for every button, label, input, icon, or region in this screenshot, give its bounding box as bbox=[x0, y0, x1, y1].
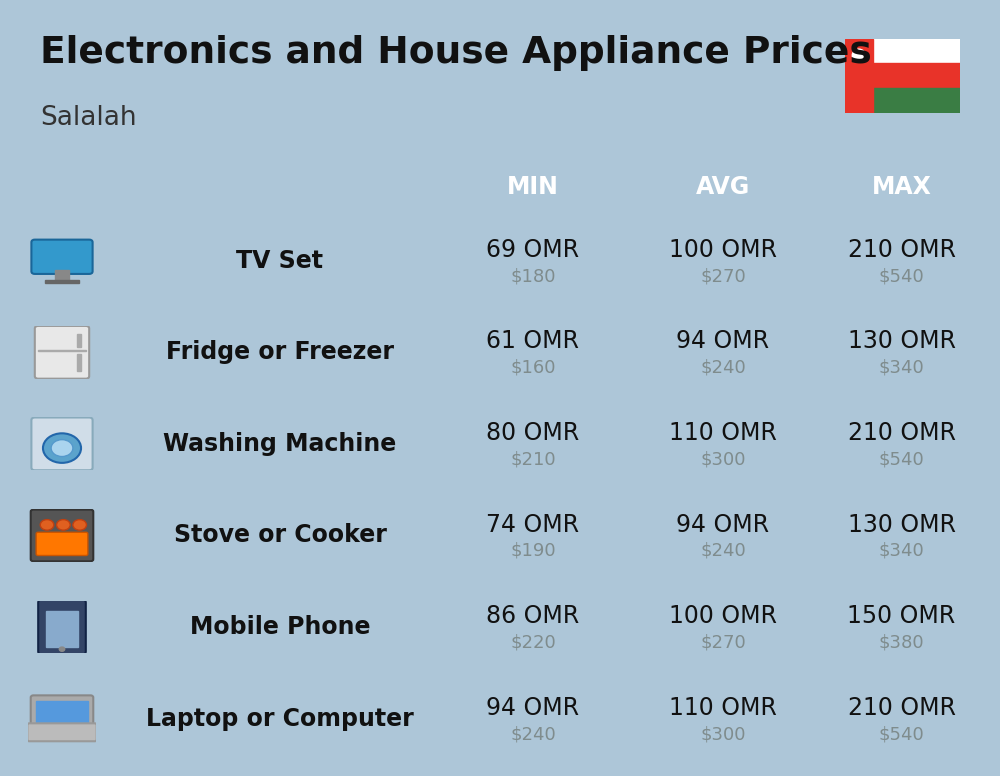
Text: $270: $270 bbox=[700, 633, 746, 652]
Text: $240: $240 bbox=[700, 542, 746, 560]
Bar bbox=[845, 39, 960, 64]
Text: $240: $240 bbox=[700, 359, 746, 377]
Text: $340: $340 bbox=[879, 542, 924, 560]
FancyBboxPatch shape bbox=[35, 326, 89, 379]
Text: $540: $540 bbox=[879, 267, 924, 286]
Text: AVG: AVG bbox=[696, 175, 750, 199]
Text: $210: $210 bbox=[510, 450, 556, 469]
Bar bbox=[845, 88, 960, 113]
Text: $160: $160 bbox=[510, 359, 556, 377]
Text: MIN: MIN bbox=[507, 175, 559, 199]
Text: 110 OMR: 110 OMR bbox=[669, 421, 777, 445]
Text: $300: $300 bbox=[700, 450, 746, 469]
Circle shape bbox=[59, 647, 65, 651]
Text: Mobile Phone: Mobile Phone bbox=[190, 615, 370, 639]
FancyBboxPatch shape bbox=[31, 510, 93, 561]
Bar bbox=[845, 39, 873, 113]
Circle shape bbox=[852, 49, 865, 61]
Text: $190: $190 bbox=[510, 542, 556, 560]
Text: 210 OMR: 210 OMR bbox=[848, 238, 956, 262]
Bar bbox=[55, 270, 69, 282]
Text: 80 OMR: 80 OMR bbox=[486, 421, 580, 445]
Text: 100 OMR: 100 OMR bbox=[669, 605, 777, 628]
Text: 130 OMR: 130 OMR bbox=[848, 330, 956, 353]
FancyBboxPatch shape bbox=[36, 532, 88, 556]
Text: 94 OMR: 94 OMR bbox=[486, 696, 580, 719]
Text: 74 OMR: 74 OMR bbox=[486, 513, 580, 536]
Text: Electronics and House Appliance Prices: Electronics and House Appliance Prices bbox=[40, 35, 872, 71]
Text: TV Set: TV Set bbox=[237, 249, 324, 272]
Text: $540: $540 bbox=[879, 450, 924, 469]
FancyBboxPatch shape bbox=[38, 599, 86, 655]
Text: Stove or Cooker: Stove or Cooker bbox=[174, 524, 386, 547]
Text: Laptop or Computer: Laptop or Computer bbox=[146, 707, 414, 730]
Text: Salalah: Salalah bbox=[40, 105, 137, 131]
Text: 94 OMR: 94 OMR bbox=[676, 513, 770, 536]
Text: 69 OMR: 69 OMR bbox=[486, 238, 580, 262]
Text: $340: $340 bbox=[879, 359, 924, 377]
Text: 210 OMR: 210 OMR bbox=[848, 421, 956, 445]
Text: 61 OMR: 61 OMR bbox=[486, 330, 580, 353]
Text: 130 OMR: 130 OMR bbox=[848, 513, 956, 536]
Text: $300: $300 bbox=[700, 725, 746, 743]
Circle shape bbox=[43, 433, 81, 462]
Text: 100 OMR: 100 OMR bbox=[669, 238, 777, 262]
Text: 94 OMR: 94 OMR bbox=[676, 330, 770, 353]
Circle shape bbox=[57, 520, 70, 530]
FancyBboxPatch shape bbox=[31, 240, 93, 274]
Text: Fridge or Freezer: Fridge or Freezer bbox=[166, 341, 394, 364]
Text: 210 OMR: 210 OMR bbox=[848, 696, 956, 719]
Bar bbox=[36, 701, 88, 722]
Text: $180: $180 bbox=[510, 267, 556, 286]
Text: $540: $540 bbox=[879, 725, 924, 743]
Bar bbox=[45, 279, 79, 283]
Text: 150 OMR: 150 OMR bbox=[847, 605, 956, 628]
Bar bbox=[46, 611, 78, 647]
Text: MAX: MAX bbox=[872, 175, 931, 199]
Bar bbox=[38, 350, 86, 352]
Text: 110 OMR: 110 OMR bbox=[669, 696, 777, 719]
Bar bbox=[77, 354, 81, 371]
Circle shape bbox=[73, 520, 86, 530]
Circle shape bbox=[51, 440, 73, 456]
Text: $380: $380 bbox=[879, 633, 924, 652]
FancyBboxPatch shape bbox=[31, 695, 93, 727]
FancyBboxPatch shape bbox=[31, 417, 93, 470]
Text: $220: $220 bbox=[510, 633, 556, 652]
Text: $240: $240 bbox=[510, 725, 556, 743]
Text: 86 OMR: 86 OMR bbox=[486, 605, 580, 628]
Text: Washing Machine: Washing Machine bbox=[163, 432, 397, 456]
FancyBboxPatch shape bbox=[27, 723, 97, 741]
Circle shape bbox=[40, 520, 54, 530]
Text: $270: $270 bbox=[700, 267, 746, 286]
Bar bbox=[845, 64, 960, 88]
Bar bbox=[77, 334, 81, 347]
